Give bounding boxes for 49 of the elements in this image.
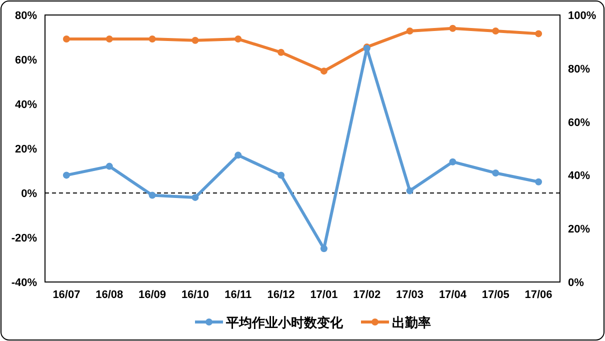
y2-tick-label: 20% (568, 224, 590, 236)
point (62, 36, 70, 43)
y2-tick-label: 0% (568, 277, 584, 289)
point (62, 172, 70, 179)
x-tick-label: 16/09 (138, 289, 166, 301)
legend-label: 出勤率 (392, 315, 431, 330)
point (234, 152, 242, 159)
x-tick-label: 17/04 (438, 289, 468, 301)
point (148, 192, 156, 199)
x-tick-label: 17/02 (353, 289, 381, 301)
x-tick-label: 16/11 (224, 289, 252, 301)
point (535, 30, 542, 38)
y2-tick-label: 40% (568, 170, 590, 182)
point (535, 178, 542, 186)
x-tick-label: 16/10 (181, 289, 209, 301)
point (192, 36, 199, 44)
point (492, 28, 500, 35)
y-tick-label: 80% (14, 10, 38, 22)
point (234, 36, 242, 43)
point (406, 28, 414, 35)
y2-tick-label: 100% (568, 10, 596, 22)
point (192, 194, 199, 201)
x-tick-label: 17/01 (310, 289, 338, 301)
point (449, 158, 456, 166)
y-tick-label: 60% (14, 54, 38, 66)
y-tick-label: -40% (11, 277, 38, 289)
x-tick-label: 17/06 (524, 289, 552, 301)
point (278, 48, 285, 56)
y2-tick-label: 60% (568, 116, 590, 129)
y-tick-label: 0% (21, 188, 38, 200)
x-tick-label: 17/03 (396, 289, 424, 301)
point (320, 68, 328, 75)
point (492, 169, 500, 176)
point (106, 36, 113, 43)
x-tick-label: 16/07 (52, 289, 80, 301)
x-tick-label: 16/08 (96, 289, 124, 301)
point (406, 187, 414, 194)
legend-label: 平均作业小时数变化 (225, 315, 344, 330)
y-tick-label: -20% (11, 232, 38, 244)
x-tick-label: 17/05 (482, 289, 510, 301)
point (106, 162, 113, 170)
point (278, 172, 285, 179)
y-tick-label: 20% (14, 144, 38, 156)
point (449, 24, 456, 32)
point (320, 245, 328, 252)
point (148, 36, 156, 43)
x-tick-label: 16/12 (267, 289, 295, 301)
y2-tick-label: 80% (568, 63, 590, 76)
y-tick-label: 40% (14, 99, 38, 111)
